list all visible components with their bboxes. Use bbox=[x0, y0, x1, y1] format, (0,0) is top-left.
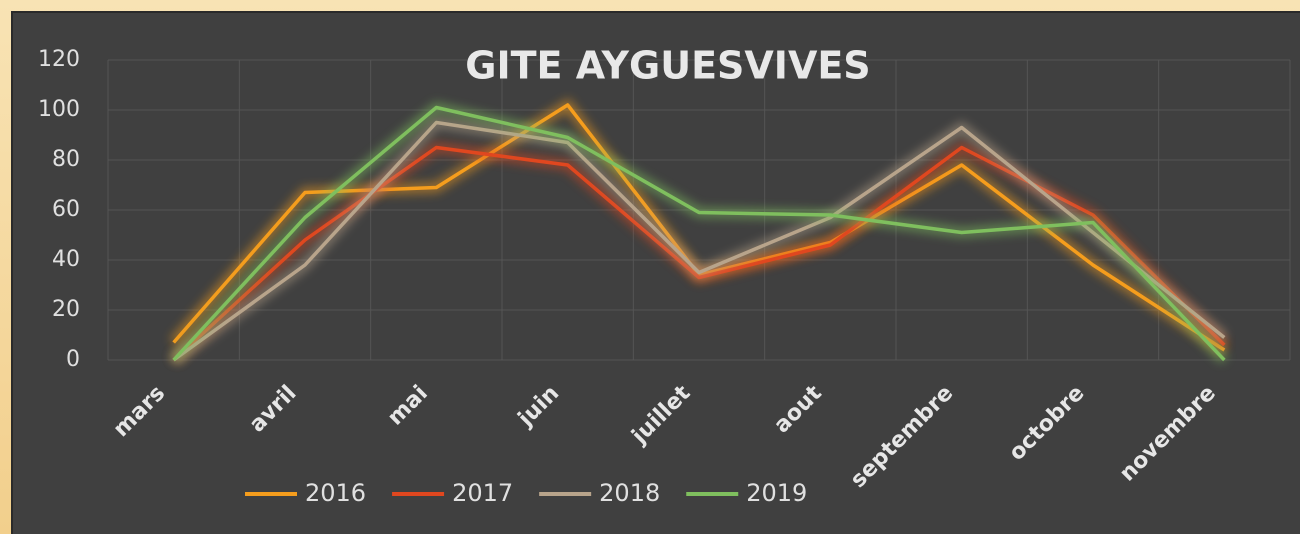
series-line bbox=[172, 120, 1226, 362]
legend-label: 2017 bbox=[452, 479, 513, 507]
legend-label: 2016 bbox=[305, 479, 366, 507]
y-tick-label: 60 bbox=[52, 197, 80, 222]
chart-panel bbox=[11, 11, 1300, 534]
legend-label: 2018 bbox=[599, 479, 660, 507]
y-tick-label: 0 bbox=[66, 347, 80, 372]
chart-title: GITE AYGUESVIVES bbox=[465, 44, 870, 88]
series-line bbox=[172, 105, 1226, 362]
y-tick-label: 40 bbox=[52, 247, 80, 272]
y-tick-label: 80 bbox=[52, 147, 80, 172]
y-tick-label: 20 bbox=[52, 297, 80, 322]
y-tick-label: 120 bbox=[38, 47, 80, 72]
y-tick-label: 100 bbox=[38, 97, 80, 122]
legend-label: 2019 bbox=[746, 479, 807, 507]
